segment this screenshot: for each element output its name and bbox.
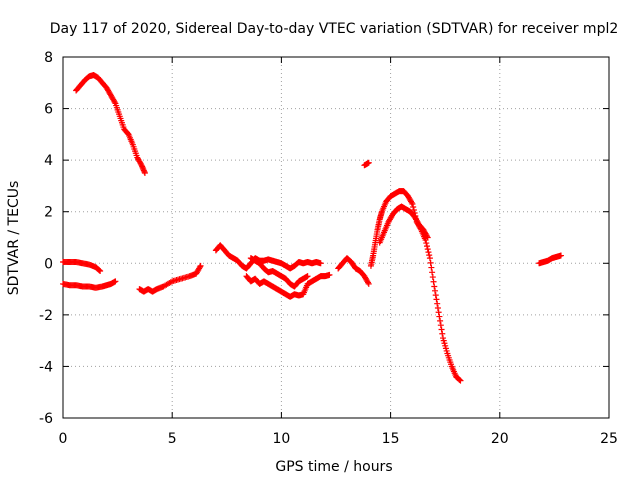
data-point-fill <box>111 99 118 106</box>
data-point-fill <box>425 249 432 256</box>
y-tick-label: 4 <box>44 153 53 169</box>
series-arc-11 <box>376 203 431 246</box>
data-point-fill <box>434 300 441 307</box>
x-tick-label: 5 <box>168 431 177 447</box>
data-point <box>317 260 324 267</box>
data-point-fill <box>426 252 433 259</box>
data-point <box>435 309 442 316</box>
data-point-fill <box>96 267 103 274</box>
grid <box>63 57 609 418</box>
data-point-fill <box>424 246 431 253</box>
data-point <box>557 252 564 259</box>
y-tick-label: 0 <box>44 256 53 272</box>
axis-ticks <box>62 56 610 419</box>
data-point-fill <box>439 330 446 337</box>
series-arc-9 <box>361 159 372 169</box>
data-point <box>457 377 464 384</box>
data-point-fill <box>432 292 439 299</box>
data-point <box>197 262 204 269</box>
data-point <box>304 273 311 280</box>
data-point-fill <box>432 287 439 294</box>
x-tick-label: 20 <box>491 431 509 447</box>
series-arc-8 <box>335 255 372 287</box>
data-point-fill <box>437 317 444 324</box>
data-point-fill <box>365 279 372 286</box>
data-point-fill <box>424 233 430 240</box>
y-tick-label: -6 <box>39 411 53 427</box>
plot-border <box>62 56 610 419</box>
tick-labels: 0 5 10 15 20 25 -6 -4 -2 0 2 4 6 8 <box>39 50 618 447</box>
y-axis-label: SDTVAR / TECUs <box>6 181 22 296</box>
data-point-fill <box>433 296 440 303</box>
data-point-fill <box>429 274 436 281</box>
data-point <box>365 159 372 166</box>
data-point <box>326 271 333 278</box>
data-point <box>426 255 433 262</box>
x-axis-label: GPS time / hours <box>275 459 392 475</box>
data-point <box>112 278 119 285</box>
y-tick-label: 6 <box>44 102 53 118</box>
data-point <box>365 280 372 287</box>
x-tick-label: 10 <box>272 431 290 447</box>
data-point <box>424 234 431 241</box>
series-arc-2 <box>60 258 104 275</box>
data-point-fill <box>423 240 430 247</box>
data-point <box>409 200 416 207</box>
series-arc-12 <box>536 252 564 267</box>
data-point <box>431 283 438 290</box>
data-point-fill <box>456 376 463 383</box>
series-arc-4 <box>136 262 204 295</box>
data-point-fill <box>438 326 445 333</box>
data-point-fill <box>434 304 441 311</box>
series-arc-3 <box>60 278 119 291</box>
x-tick-label: 0 <box>59 431 68 447</box>
data-point-fill <box>428 264 435 271</box>
series-arc-6 <box>243 271 333 300</box>
data-point-fill <box>430 278 437 285</box>
data-point-fill <box>427 259 434 266</box>
x-tick-label: 15 <box>382 431 400 447</box>
series-arc-1 <box>73 72 148 177</box>
data-point-fill <box>410 203 417 210</box>
data-points <box>60 72 564 384</box>
data-point-fill <box>408 199 415 206</box>
y-tick-label: 2 <box>44 205 53 221</box>
chart-title: Day 117 of 2020, Sidereal Day-to-day VTE… <box>50 21 619 37</box>
data-point <box>141 170 148 177</box>
data-point-fill <box>196 264 203 271</box>
data-point-fill <box>437 322 444 329</box>
series-arc-7 <box>247 255 311 290</box>
y-tick-label: -2 <box>39 308 53 324</box>
y-tick-label: -4 <box>39 359 53 375</box>
y-tick-label: 8 <box>44 50 53 66</box>
data-point-fill <box>424 243 430 250</box>
data-point <box>97 268 104 275</box>
x-tick-label: 25 <box>600 431 618 447</box>
data-point-fill <box>436 313 443 320</box>
data-point-fill <box>429 269 436 276</box>
